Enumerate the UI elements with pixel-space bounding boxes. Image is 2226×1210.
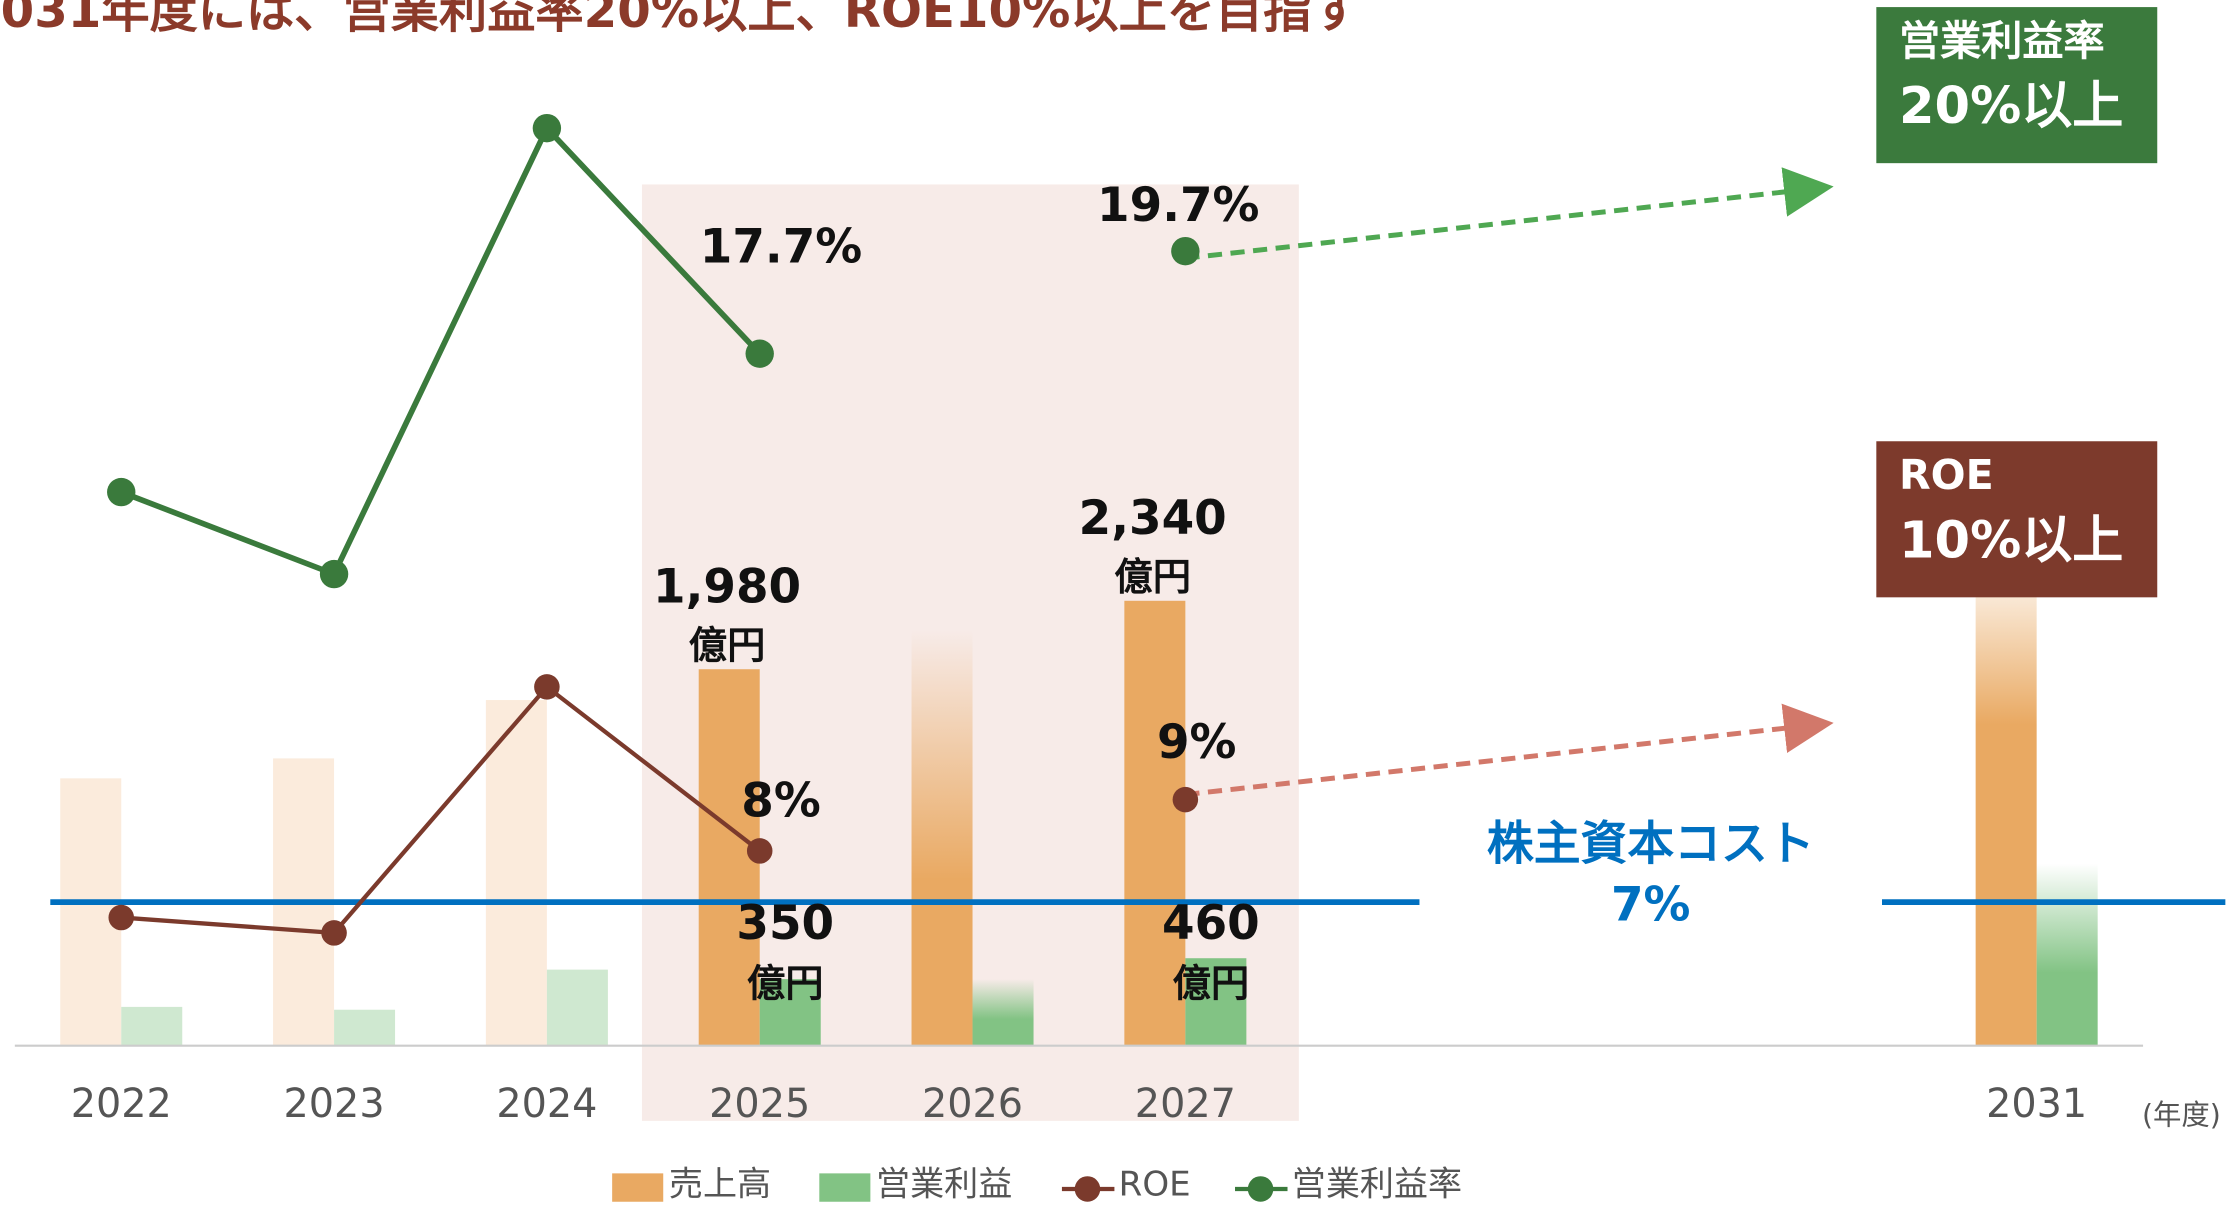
data-label: 9% — [1157, 716, 1236, 770]
data-label: 17.7% — [700, 221, 862, 275]
projection-arrow — [1185, 703, 1834, 798]
reference-label: 株主資本コスト — [1487, 818, 1815, 872]
data-label-unit: 億円 — [1173, 962, 1250, 1007]
x-tick-label: 2022 — [71, 1081, 172, 1127]
marker — [1172, 786, 1199, 813]
bar — [546, 969, 608, 1046]
data-label: 350 — [736, 897, 834, 951]
x-tick-label: 2023 — [284, 1081, 385, 1127]
bar — [334, 1009, 396, 1046]
x-unit: (年度) — [2142, 1099, 2221, 1132]
marker — [1171, 236, 1200, 266]
bar — [972, 979, 1034, 1046]
bar — [759, 979, 821, 1046]
data-label: 2,340 — [1079, 492, 1227, 546]
marker — [745, 339, 774, 368]
data-label: 460 — [1162, 897, 1260, 951]
bar — [911, 630, 973, 1046]
target-value: 20%以上 — [1899, 77, 2123, 136]
bar — [2036, 863, 2098, 1046]
marker — [534, 674, 560, 700]
legend-label: 売上高 — [669, 1165, 771, 1205]
bar — [1185, 958, 1247, 1046]
legend-label: 営業利益率 — [1292, 1165, 1462, 1205]
data-label: 8% — [741, 775, 820, 829]
marker — [532, 113, 562, 143]
x-tick-label: 2031 — [1986, 1081, 2087, 1127]
legend-swatch — [1247, 1176, 1274, 1202]
legend-swatch — [1074, 1176, 1101, 1202]
reference-value: 7% — [1611, 879, 1690, 933]
marker — [319, 559, 349, 589]
bar — [1975, 551, 2037, 1046]
projection-arrow — [1185, 167, 1834, 261]
data-label-unit: 億円 — [747, 962, 824, 1007]
marker — [321, 920, 347, 946]
data-label-unit: 億円 — [1114, 555, 1191, 600]
data-label: 19.7% — [1097, 179, 1259, 233]
marker — [746, 838, 773, 864]
target-box — [1876, 441, 2158, 598]
bar — [485, 700, 547, 1046]
x-tick-label: 2027 — [1135, 1081, 1236, 1127]
legend-swatch — [819, 1173, 871, 1202]
legend-label: ROE — [1119, 1165, 1191, 1205]
target-label: 営業利益率 — [1899, 17, 2105, 65]
target-value: 10%以上 — [1899, 511, 2123, 570]
marker — [107, 477, 136, 507]
bar — [121, 1006, 183, 1046]
data-label-unit: 億円 — [689, 623, 766, 668]
target-label: ROE — [1899, 451, 1994, 499]
target-box — [1876, 7, 2158, 164]
legend-label: 営業利益 — [876, 1165, 1012, 1205]
x-tick-label: 2026 — [922, 1081, 1023, 1127]
bar — [1124, 600, 1186, 1046]
x-tick-label: 2024 — [496, 1081, 597, 1127]
marker — [108, 904, 135, 931]
legend-swatch — [612, 1173, 664, 1202]
x-tick-label: 2025 — [709, 1081, 810, 1127]
chart-title: 031年度には、営業利益率20%以上、ROE10%以上を目指す — [1, 0, 1360, 39]
data-label: 1,980 — [653, 560, 801, 614]
